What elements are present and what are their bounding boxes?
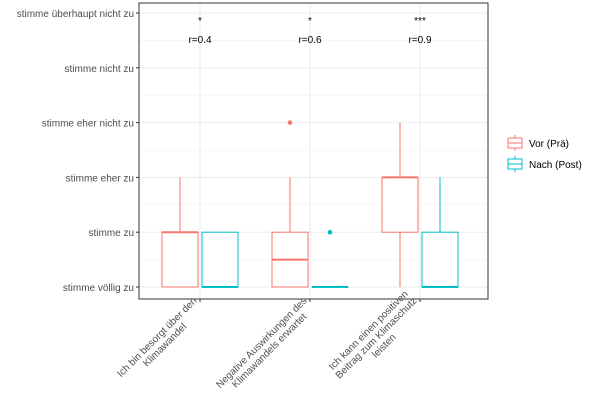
x-tick-label-line: Beitrag zum Klimaschutz: [334, 296, 420, 382]
box-post-3: [421, 177, 459, 288]
legend: Vor (Prä) Nach (Post): [507, 135, 582, 172]
y-tick-label: stimme zu: [88, 228, 134, 239]
box-iqr: [201, 231, 239, 288]
y-tick-label: stimme überhaupt nicht zu: [17, 9, 134, 20]
significance-stars: ***: [414, 16, 426, 27]
x-tick-label: Negative Auswirkungen desKlimawandels er…: [214, 296, 317, 399]
x-tick-label-line: Ich kann einen positiven: [327, 289, 411, 373]
y-tick-label: stimme völlig zu: [63, 283, 134, 294]
box-pre-3: [381, 122, 419, 287]
legend-label: Nach (Post): [529, 160, 582, 171]
legend-item: Vor (Prä): [507, 135, 569, 151]
plot-border: [138, 2, 489, 300]
legend-item: Nach (Post): [507, 156, 582, 172]
effect-size-label: r=0.9: [408, 35, 432, 46]
box-iqr: [381, 176, 419, 233]
x-tick-label: Ich bin besorgt über denKlimawandel: [115, 296, 207, 388]
y-tick-label: stimme eher nicht zu: [42, 119, 134, 130]
x-tick-label-line: Negative Auswirkungen des: [214, 296, 309, 391]
box-post-1: [201, 231, 239, 288]
x-tick-label-line: Klimawandels erwartet: [230, 311, 309, 390]
significance-stars: *: [198, 16, 202, 27]
box-iqr: [421, 231, 459, 288]
significance-stars: *: [308, 16, 312, 27]
y-tick-label: stimme eher zu: [66, 173, 134, 184]
x-tick-label: Ich kann einen positivenBeitrag zum Klim…: [326, 288, 427, 389]
effect-size-label: r=0.6: [298, 35, 322, 46]
outlier-point: [287, 120, 293, 125]
box-iqr: [161, 231, 199, 288]
x-tick-label-line: Ich bin besorgt über den: [115, 296, 199, 380]
box-pre-1: [161, 177, 199, 288]
box-pre-2: [271, 120, 309, 288]
outlier-point: [327, 229, 333, 235]
box-post-2: [311, 229, 349, 288]
effect-size-label: r=0.4: [188, 35, 212, 46]
legend-label: Vor (Prä): [529, 139, 569, 150]
y-tick-label: stimme nicht zu: [65, 64, 134, 75]
